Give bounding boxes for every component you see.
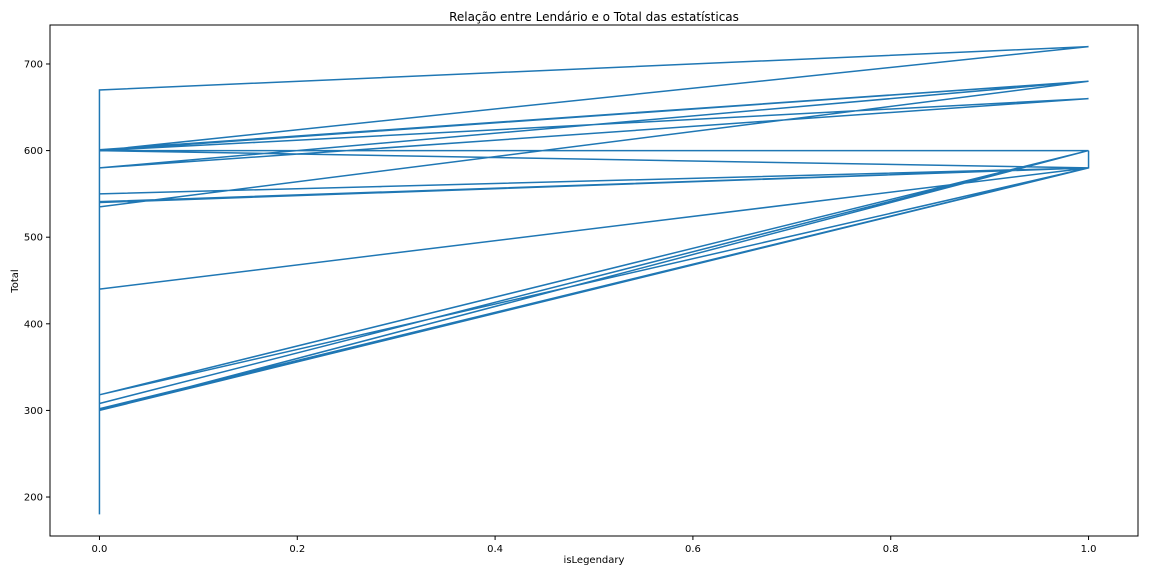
axes-frame bbox=[49, 24, 1139, 537]
x-tick-label-4: 0.8 bbox=[883, 544, 899, 555]
y-tick-label-3: 500 bbox=[24, 233, 43, 244]
x-axis-ticks: 0.0 0.2 0.4 0.6 0.8 1.0 bbox=[92, 536, 1097, 555]
x-tick-label-0: 0.0 bbox=[92, 544, 108, 555]
y-tick-label-5: 700 bbox=[24, 59, 43, 70]
x-tick-label-3: 0.6 bbox=[685, 544, 701, 555]
x-axis-label: isLegendary bbox=[564, 555, 625, 566]
y-tick-label-0: 200 bbox=[24, 493, 43, 504]
y-tick-label-1: 300 bbox=[24, 406, 43, 417]
y-axis-label: Total bbox=[10, 269, 21, 293]
series-line-0 bbox=[98, 45, 1090, 515]
y-axis-ticks: 200 300 400 500 600 700 bbox=[24, 59, 50, 504]
y-tick-label-4: 600 bbox=[24, 146, 43, 157]
chart-title: Relação entre Lendário e o Total das est… bbox=[449, 10, 739, 24]
x-tick-label-1: 0.2 bbox=[289, 544, 305, 555]
x-tick-label-5: 1.0 bbox=[1081, 544, 1097, 555]
series-layer bbox=[98, 45, 1090, 515]
y-tick-label-2: 400 bbox=[24, 319, 43, 330]
plot-area bbox=[49, 24, 1139, 537]
x-tick-label-2: 0.4 bbox=[487, 544, 503, 555]
